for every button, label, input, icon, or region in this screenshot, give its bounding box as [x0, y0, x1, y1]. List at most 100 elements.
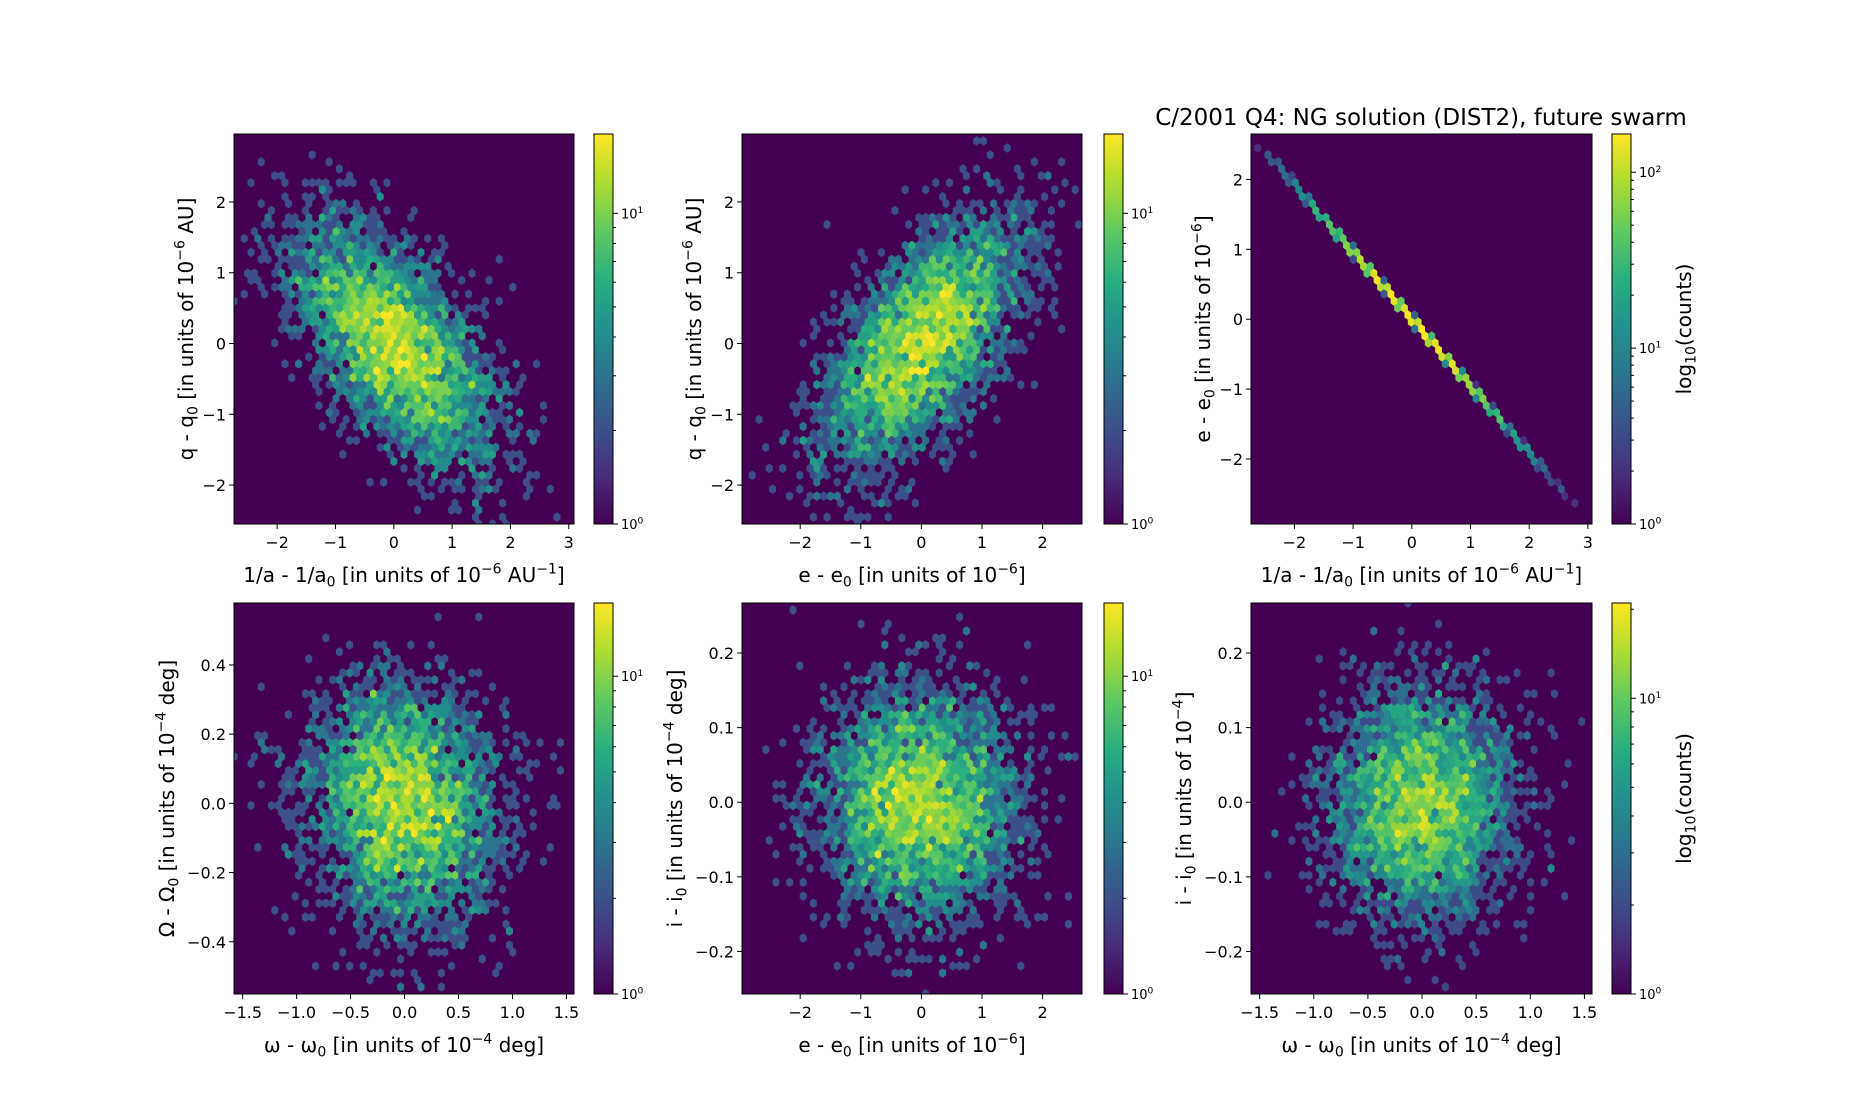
hexbin-cell — [380, 737, 388, 748]
hexbin-cell — [973, 289, 981, 299]
hexbin-cell — [359, 710, 367, 720]
hexbin-cell — [942, 324, 950, 334]
hexbin-cell — [905, 345, 913, 355]
hexbin-cell — [1071, 751, 1079, 762]
hexbin-cell — [959, 926, 967, 936]
hexbin-cell — [454, 352, 462, 362]
hexbin-cell — [471, 456, 479, 467]
hexbin-cell — [959, 856, 967, 867]
hexbin-cell — [475, 849, 483, 860]
hexbin-cell — [349, 744, 357, 755]
hexbin-cell — [431, 772, 439, 783]
hexbin-cell — [373, 863, 381, 874]
hexbin-cell — [475, 393, 483, 404]
hexbin-cell — [437, 968, 445, 978]
hexbin-cell — [393, 723, 401, 734]
hexbin-cell — [1476, 786, 1483, 797]
hexbin-cell — [434, 919, 442, 929]
hexbin-cell — [1445, 877, 1453, 887]
hexbin-cell — [898, 800, 906, 811]
hexbin-cell — [318, 212, 326, 223]
hexbin-cell — [281, 359, 289, 369]
hexbin-cell — [1469, 730, 1477, 741]
hexbin-cell — [322, 247, 330, 258]
hexbin-cell — [772, 793, 780, 804]
hexbin-cell — [894, 435, 902, 446]
hexbin-cell — [281, 219, 289, 230]
hexbin-cell — [809, 842, 817, 853]
hexbin-cell — [373, 710, 381, 720]
hexbin-cell — [431, 428, 439, 439]
hexbin-cell — [335, 828, 343, 839]
hexbin-cell — [1339, 870, 1347, 881]
hexbin-cell — [1343, 751, 1350, 762]
hexbin-cell — [833, 477, 841, 487]
hexbin-cell — [1007, 275, 1015, 285]
hexbin-cell — [261, 730, 269, 741]
hexbin-cell — [335, 675, 343, 685]
hexbin-cell — [935, 226, 943, 237]
hexbin-cell — [1418, 737, 1425, 748]
hexbin-cell — [257, 254, 265, 265]
hexbin-cell — [366, 710, 374, 720]
hexbin-cell — [397, 414, 405, 425]
hexbin-cell — [533, 470, 541, 480]
hexbin-cell — [979, 856, 987, 867]
hexbin-cell — [315, 219, 323, 230]
hexbin-cell — [867, 765, 875, 776]
hexbin-cell — [840, 751, 848, 762]
hexbin-cell — [1418, 863, 1425, 874]
hexbin-cell — [952, 758, 960, 769]
hexbin-cell — [942, 463, 950, 473]
hexbin-cell — [465, 386, 473, 397]
hexbin-cell — [962, 779, 970, 790]
hexbin-cell — [857, 373, 865, 383]
hexbin-cell — [420, 849, 428, 860]
hexbin-cell — [519, 730, 527, 741]
hexbin-cell — [898, 414, 906, 425]
hexbin-cell — [373, 751, 381, 762]
hexbin-cell — [339, 198, 347, 209]
hexbin-cell — [932, 359, 940, 369]
hexbin-cell — [1496, 758, 1504, 769]
hexbin-cell — [945, 233, 953, 244]
hexbin-cell — [356, 373, 364, 383]
hexbin-cell — [397, 744, 405, 755]
hexbin-cell — [898, 386, 906, 397]
hexbin-cell — [908, 849, 916, 860]
hexbin-cell — [854, 393, 862, 404]
hexbin-cell — [959, 164, 967, 174]
hexbin-cell — [363, 289, 371, 299]
hexbin-cell — [986, 233, 994, 244]
hexbin-cell — [809, 317, 817, 327]
hexbin-cell — [414, 779, 422, 790]
hexbin-cell — [424, 359, 432, 369]
hexbin-cell — [1061, 730, 1069, 741]
hexbin-cell — [1397, 296, 1405, 306]
hexbin-cell — [441, 421, 449, 432]
hexbin-cell — [441, 240, 449, 251]
hexbin-cell — [891, 870, 899, 881]
hexbin-cell — [369, 716, 377, 727]
hexbin-cell — [522, 477, 530, 487]
x-tick-label: −1.5 — [223, 1003, 262, 1022]
hexbin-cell — [1404, 751, 1412, 762]
hexbin-cell — [400, 240, 408, 251]
hexbin-cell — [1411, 765, 1419, 776]
hexbin-cell — [918, 730, 926, 741]
hexbin-cell — [915, 863, 923, 874]
hexbin-cell — [1366, 689, 1374, 699]
hexbin-cell — [448, 905, 456, 915]
hexbin-cell — [1000, 345, 1008, 355]
hexbin-cell — [1017, 310, 1025, 320]
hexbin-cell — [918, 317, 926, 327]
hexbin-cell — [1373, 926, 1381, 936]
hexbin-cell — [952, 828, 960, 839]
hexbin-cell — [1380, 289, 1388, 299]
hexbin-cell — [301, 772, 309, 783]
hexbin-cell — [247, 178, 255, 188]
hexbin-cell — [996, 324, 1004, 334]
hexbin-cell — [843, 730, 851, 741]
hexbin-cell — [390, 303, 398, 313]
hexbin-cell — [329, 898, 337, 908]
